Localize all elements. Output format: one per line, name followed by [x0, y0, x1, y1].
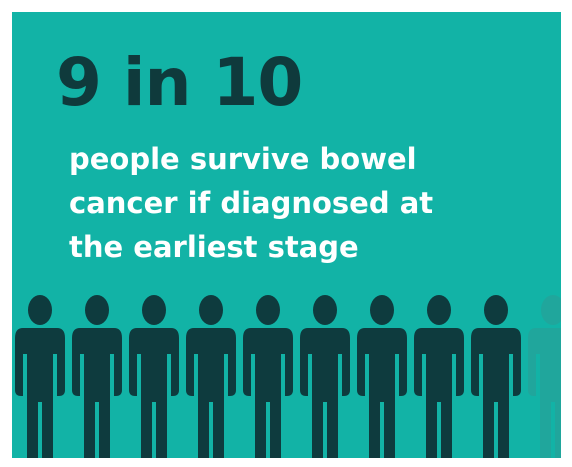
person-icon-highlighted [353, 294, 411, 458]
person-icon-highlighted [296, 294, 354, 458]
description-line-1: people survive bowel [69, 142, 417, 176]
statistic-headline: 9 in 10 [56, 44, 303, 121]
person-icon-faded [524, 294, 561, 458]
description-line-2: cancer if diagnosed at [69, 186, 434, 220]
description-line-3: the earliest stage [69, 230, 359, 264]
infographic-panel: 9 in 10 people survive bowel cancer if d… [12, 12, 561, 458]
person-icon-highlighted [125, 294, 183, 458]
person-icon-highlighted [239, 294, 297, 458]
person-icon-highlighted [12, 294, 69, 458]
people-icon-row [12, 294, 561, 458]
person-icon-highlighted [68, 294, 126, 458]
person-icon-highlighted [182, 294, 240, 458]
person-icon-highlighted [410, 294, 468, 458]
statistic-description: people survive bowel cancer if diagnosed… [69, 137, 433, 269]
person-icon-highlighted [467, 294, 525, 458]
